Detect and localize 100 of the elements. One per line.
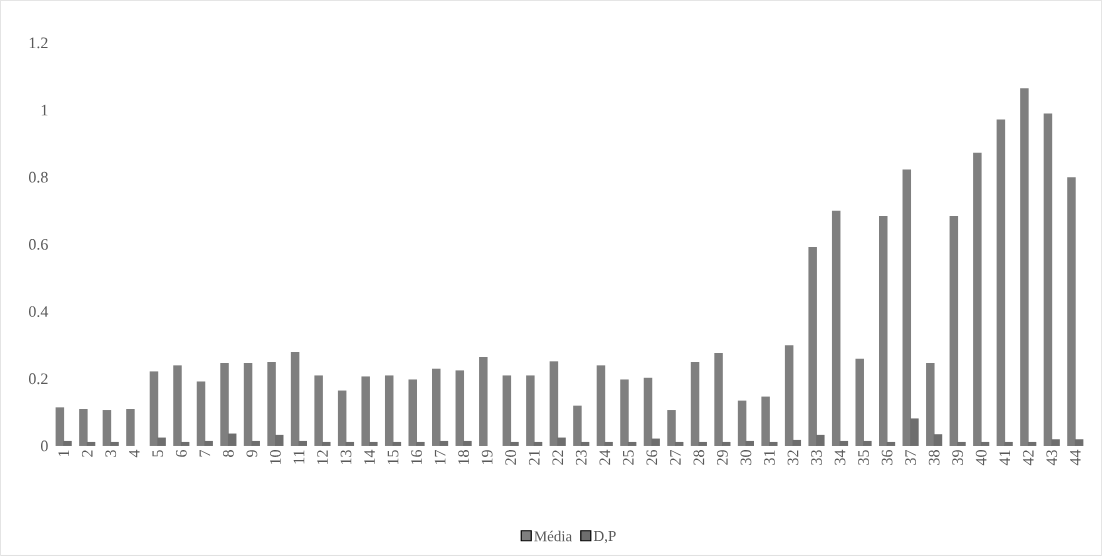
bar <box>173 365 182 447</box>
x-tick-label: 9 <box>246 450 258 458</box>
bar <box>573 405 582 447</box>
x-tick-label: 37 <box>905 450 916 465</box>
x-tick-label: 27 <box>670 450 681 465</box>
bar <box>533 441 543 447</box>
x-tick-label: 40 <box>975 450 987 466</box>
bar <box>432 368 441 447</box>
bar <box>1067 177 1076 447</box>
bar <box>769 441 778 447</box>
bar <box>526 375 535 447</box>
bar <box>831 210 841 447</box>
bar <box>839 440 849 447</box>
bar <box>902 169 912 447</box>
bar <box>745 440 754 447</box>
bar <box>196 381 206 447</box>
bar <box>1051 439 1060 447</box>
bar <box>714 352 723 447</box>
x-tick-label: 31 <box>764 450 775 465</box>
bar <box>996 119 1006 447</box>
bar <box>251 440 260 447</box>
x-tick-label: 35 <box>858 450 869 465</box>
x-tick-label: 26 <box>646 450 658 465</box>
x-tick-label: 17 <box>434 450 446 465</box>
x-tick-label: 24 <box>599 449 611 465</box>
legend-label: D,P <box>593 531 616 544</box>
x-tick-label: 19 <box>481 450 493 465</box>
bar <box>180 441 190 447</box>
bar <box>667 410 676 447</box>
x-tick-label: 6 <box>175 450 187 457</box>
x-tick-label: 13 <box>340 450 352 465</box>
bar <box>816 434 825 447</box>
bar <box>384 375 394 447</box>
bar <box>55 407 65 447</box>
bar <box>298 440 308 447</box>
bar <box>980 441 990 447</box>
bar <box>1074 439 1084 447</box>
bar <box>157 437 166 447</box>
x-tick-label: 5 <box>152 450 164 457</box>
bar <box>416 441 425 447</box>
bar <box>290 351 300 447</box>
bar <box>549 361 559 447</box>
bar <box>580 441 590 447</box>
bar <box>926 363 935 447</box>
x-tick-label: 34 <box>834 449 846 465</box>
bar <box>973 152 982 447</box>
x-tick-label: 20 <box>505 450 517 465</box>
y-tick-label: 1.2 <box>29 37 48 49</box>
bar <box>643 377 653 447</box>
x-tick-label: 22 <box>552 450 564 465</box>
bar <box>102 410 112 447</box>
bar <box>479 357 488 447</box>
x-tick-label: 1 <box>58 450 69 457</box>
x-tick-label: 15 <box>387 450 399 465</box>
bar <box>1043 113 1053 447</box>
bar <box>322 441 331 447</box>
bar <box>345 441 355 447</box>
x-tick-label: 4 <box>129 449 140 458</box>
bar <box>1027 441 1037 447</box>
bar <box>808 247 817 447</box>
x-tick-label: 8 <box>222 450 234 457</box>
x-tick-label: 18 <box>458 450 470 465</box>
x-tick-label: 28 <box>693 450 705 465</box>
bar <box>220 363 229 447</box>
bar <box>651 438 660 447</box>
x-tick-label: 32 <box>787 450 799 465</box>
bar <box>408 379 417 447</box>
bar <box>879 215 888 447</box>
y-tick-label: 0.6 <box>28 239 48 250</box>
bar <box>63 440 72 447</box>
x-tick-label: 38 <box>928 450 940 465</box>
bar <box>86 441 96 447</box>
bar <box>855 358 864 447</box>
bar <box>204 440 213 447</box>
bar <box>267 362 276 447</box>
x-tick-label: 2 <box>81 450 93 457</box>
bar <box>337 390 347 447</box>
x-tick-label: 16 <box>411 450 422 465</box>
bar <box>721 441 731 447</box>
x-tick-label: 10 <box>270 450 281 465</box>
bar <box>886 441 896 447</box>
bar <box>510 441 519 447</box>
bar <box>455 370 465 447</box>
x-tick-label: 36 <box>881 450 893 465</box>
bar <box>604 441 613 447</box>
bar <box>79 409 88 447</box>
y-tick-label: 0.8 <box>28 171 48 183</box>
x-tick-label: 29 <box>717 450 728 465</box>
bar <box>698 441 707 447</box>
legend-label: Média <box>534 530 572 542</box>
bar <box>784 345 794 447</box>
x-tick-label: 3 <box>105 450 117 457</box>
bar <box>737 400 747 447</box>
bar <box>110 441 119 447</box>
bar <box>910 418 919 447</box>
bar <box>596 365 606 447</box>
x-tick-label: 12 <box>317 450 328 465</box>
bar <box>949 215 959 447</box>
bar <box>149 371 159 447</box>
bar <box>674 441 684 447</box>
